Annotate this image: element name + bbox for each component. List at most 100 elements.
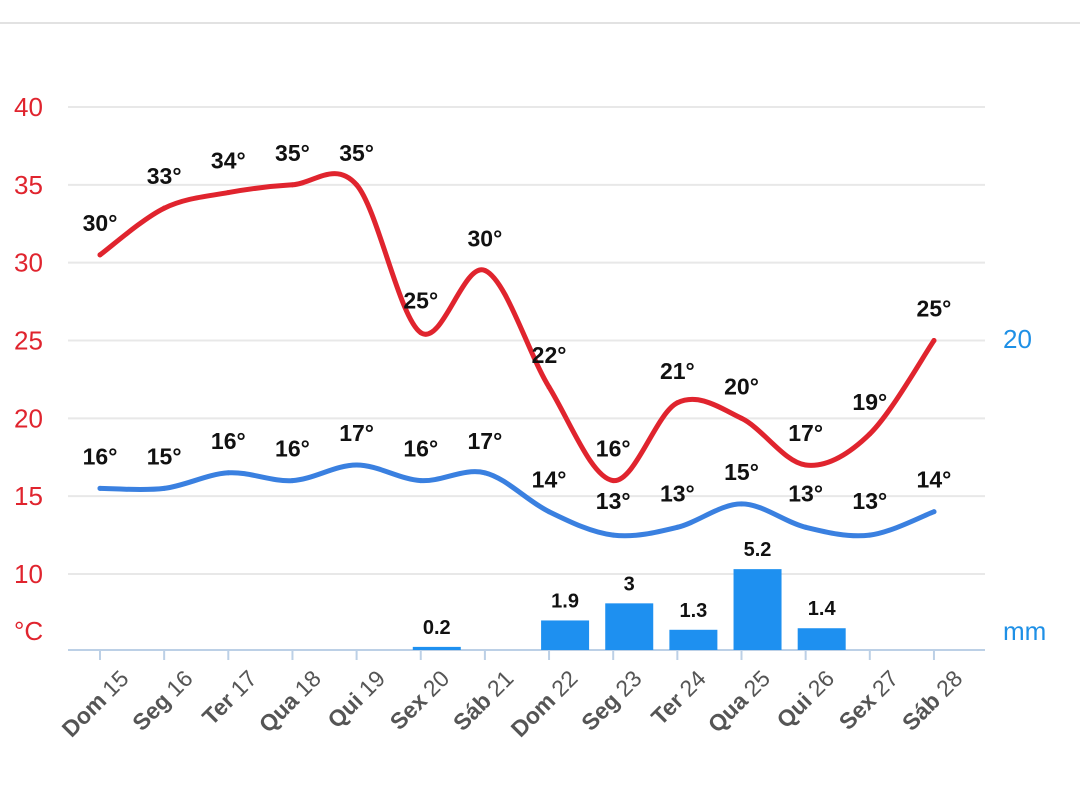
y-tick-label: 30 (14, 248, 43, 278)
x-tick-day: Sex (385, 687, 432, 734)
grid-lines (68, 106, 985, 660)
y-tick-label: 25 (14, 326, 43, 356)
x-tick-num: 17 (225, 665, 261, 701)
min-temp-label: 16° (83, 443, 118, 469)
max-temp-label: 17° (788, 420, 823, 446)
max-temp-point (97, 252, 103, 258)
x-tick-num: 23 (610, 665, 646, 701)
max-temp-point (354, 182, 360, 188)
precip-label: 3 (624, 573, 635, 595)
y-tick-label: 15 (14, 481, 43, 511)
top-divider (0, 0, 1080, 24)
max-temp-point (931, 338, 937, 343)
x-tick-label: Qui26 (771, 665, 839, 733)
min-temp-point (867, 532, 873, 538)
max-temp-label: 20° (724, 373, 759, 399)
x-tick-day: Sáb (448, 687, 496, 735)
y-tick-label: 40 (14, 92, 43, 122)
x-tick-day: Seg (576, 687, 624, 735)
min-temp-point (546, 509, 552, 515)
min-temp-point (97, 485, 103, 491)
max-temp-label: 35° (275, 140, 310, 166)
max-temp-point (739, 415, 744, 421)
min-temp-point (354, 462, 360, 468)
max-temp-label: 16° (596, 436, 631, 462)
precip-bar (412, 646, 461, 650)
precip-bar (541, 620, 590, 650)
y-right-tick-label: 20 (1003, 324, 1032, 354)
precip-label: 1.9 (551, 590, 579, 612)
precip-bar (797, 628, 846, 650)
min-temp-point (931, 509, 937, 515)
y-axis-unit-celsius: °C (14, 616, 43, 646)
min-temp-line (97, 462, 937, 539)
x-tick-num: 15 (97, 665, 133, 701)
x-tick-num: 20 (418, 665, 454, 701)
min-temp-label: 13° (596, 488, 631, 514)
min-temp-point (289, 478, 295, 484)
min-temp-point (739, 501, 744, 507)
x-tick-day: Qua (703, 687, 753, 737)
y-tick-label: 20 (14, 403, 43, 433)
x-tick-day: Qua (254, 687, 304, 737)
precip-bar (605, 603, 654, 650)
x-tick-day: Dom (506, 687, 561, 742)
data-labels: 30° 33° 34° 35° 35° 25° 30° 22° 16° 21° 20° 17° 19° 2… (83, 140, 952, 639)
x-tick-num: 27 (867, 665, 903, 701)
min-temp-label: 17° (468, 428, 503, 454)
x-tick-num: 18 (290, 665, 326, 701)
min-temp-point (803, 524, 809, 530)
x-tick-num: 21 (482, 665, 518, 701)
max-temp-point (674, 400, 680, 406)
min-temp-point (610, 532, 616, 538)
max-temp-point (161, 205, 167, 211)
min-temp-label: 16° (403, 436, 438, 462)
x-tick-num: 19 (354, 665, 390, 701)
max-temp-point (803, 462, 809, 468)
max-temp-label: 30° (468, 225, 503, 251)
x-tick-label: Sex27 (834, 665, 904, 735)
min-temp-label: 14° (532, 467, 567, 493)
precip-label: 0.2 (423, 617, 451, 639)
precip-bar (669, 629, 718, 650)
x-tick-num: 26 (803, 665, 839, 701)
max-temp-label: 35° (339, 140, 374, 166)
min-temp-point (161, 485, 167, 491)
min-temp-point (225, 470, 231, 476)
min-temp-label: 13° (852, 488, 887, 514)
x-tick-day: Ter (197, 687, 240, 730)
x-tick-day: Qui (322, 687, 367, 732)
min-temp-label: 16° (211, 428, 246, 454)
x-tick-label: Dom15 (57, 665, 134, 742)
min-temp-point (418, 478, 424, 484)
temperature-lines (97, 171, 937, 539)
x-tick-day: Ter (646, 687, 689, 730)
x-tick-num: 28 (931, 665, 967, 701)
min-temp-label: 14° (917, 467, 952, 493)
y-tick-label: 10 (14, 559, 43, 589)
axes: °C mm 4035302520151020Dom15Seg16Ter17Qua… (14, 92, 1046, 742)
x-tick-num: 25 (739, 665, 775, 701)
max-temp-point (289, 182, 295, 188)
precip-bars (412, 569, 846, 650)
min-temp-label: 15° (724, 459, 759, 485)
max-temp-label: 19° (852, 389, 887, 415)
y-axis-unit-mm: mm (1003, 616, 1046, 646)
max-temp-point (610, 478, 616, 484)
min-temp-point (674, 524, 680, 530)
x-tick-label: Seg23 (576, 665, 647, 736)
max-temp-label: 22° (532, 342, 567, 368)
max-temp-label: 34° (211, 148, 246, 174)
x-tick-label: Qui19 (322, 665, 390, 733)
y-tick-label: 35 (14, 170, 43, 200)
max-temp-label: 21° (660, 358, 695, 384)
x-tick-num: 22 (546, 665, 582, 701)
min-temp-label: 17° (339, 420, 374, 446)
x-tick-day: Sex (834, 687, 881, 734)
max-temp-point (482, 267, 488, 273)
min-temp-point (482, 470, 488, 476)
max-temp-point (418, 330, 424, 336)
x-tick-day: Seg (127, 687, 175, 735)
precip-bar (733, 569, 782, 650)
